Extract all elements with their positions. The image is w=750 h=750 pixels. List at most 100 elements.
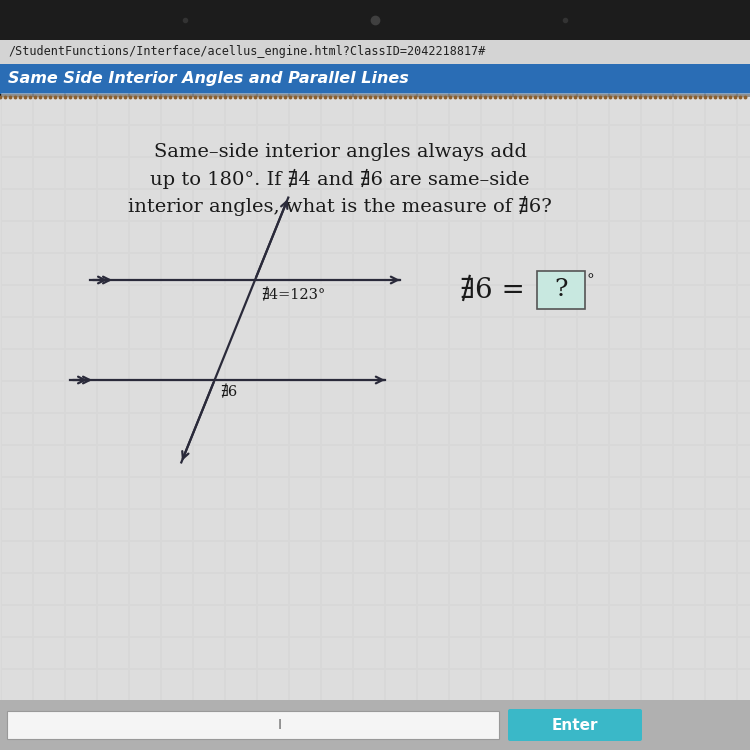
Bar [385, 316, 416, 347]
Bar [385, 445, 416, 476]
Bar [385, 380, 416, 412]
Bar [224, 124, 256, 155]
Bar [352, 253, 383, 284]
Bar [512, 157, 544, 188]
Bar [289, 220, 320, 251]
Bar [128, 380, 160, 412]
Bar [544, 220, 575, 251]
Bar [416, 445, 448, 476]
Bar [544, 157, 575, 188]
Bar [224, 188, 256, 220]
Bar [289, 476, 320, 508]
Bar [512, 445, 544, 476]
Bar [736, 637, 750, 668]
Bar [608, 188, 640, 220]
Bar [512, 284, 544, 316]
Bar [385, 668, 416, 700]
Bar [289, 253, 320, 284]
Bar [385, 220, 416, 251]
Bar [64, 476, 95, 508]
Bar [193, 124, 224, 155]
Bar [416, 413, 448, 443]
Bar [608, 476, 640, 508]
Bar [577, 253, 608, 284]
Bar [577, 188, 608, 220]
Bar [385, 92, 416, 124]
Bar [256, 157, 287, 188]
Bar [128, 157, 160, 188]
Bar [320, 316, 352, 347]
Bar [577, 541, 608, 572]
Bar [544, 541, 575, 572]
Bar [352, 445, 383, 476]
Bar [289, 92, 320, 124]
Bar [32, 380, 64, 412]
Bar [1, 668, 32, 700]
Bar [673, 157, 704, 188]
Bar [481, 380, 512, 412]
Bar [544, 380, 575, 412]
Bar [256, 316, 287, 347]
Bar [736, 220, 750, 251]
Bar [544, 188, 575, 220]
Bar [1, 124, 32, 155]
Bar [64, 157, 95, 188]
Bar [97, 604, 128, 635]
Bar [32, 445, 64, 476]
Text: /StudentFunctions/Interface/acellus_engine.html?ClassID=2042218817#: /StudentFunctions/Interface/acellus_engi… [8, 46, 485, 58]
Bar [704, 220, 736, 251]
Bar [385, 637, 416, 668]
Bar [448, 220, 479, 251]
Text: ∄6 =: ∄6 = [460, 277, 534, 304]
Bar [481, 220, 512, 251]
Bar [32, 316, 64, 347]
Bar [320, 637, 352, 668]
Bar [224, 92, 256, 124]
Bar [736, 284, 750, 316]
Bar [673, 188, 704, 220]
Bar [224, 445, 256, 476]
Bar [193, 509, 224, 539]
Bar [481, 157, 512, 188]
Bar [416, 668, 448, 700]
Bar [704, 380, 736, 412]
Bar [128, 316, 160, 347]
Bar [608, 445, 640, 476]
Bar [640, 253, 671, 284]
Bar [577, 476, 608, 508]
Bar [544, 572, 575, 604]
Bar [193, 572, 224, 604]
Bar [608, 668, 640, 700]
Bar [193, 380, 224, 412]
Bar [352, 92, 383, 124]
Bar [97, 124, 128, 155]
Bar [448, 572, 479, 604]
Bar [289, 316, 320, 347]
Bar [608, 541, 640, 572]
Bar [448, 476, 479, 508]
Bar [256, 445, 287, 476]
Bar [640, 316, 671, 347]
Bar [193, 637, 224, 668]
Bar [736, 253, 750, 284]
Bar [289, 445, 320, 476]
Bar [352, 188, 383, 220]
Bar [448, 349, 479, 380]
Bar [64, 124, 95, 155]
Bar [673, 284, 704, 316]
Bar [352, 668, 383, 700]
Bar [160, 572, 191, 604]
Bar [481, 604, 512, 635]
Bar [160, 637, 191, 668]
Bar [97, 413, 128, 443]
Bar [544, 476, 575, 508]
Bar [416, 509, 448, 539]
Bar [352, 316, 383, 347]
Bar [256, 413, 287, 443]
Bar [320, 509, 352, 539]
Bar [32, 188, 64, 220]
Text: °: ° [587, 273, 595, 287]
Bar [32, 668, 64, 700]
Bar [481, 476, 512, 508]
Bar [385, 604, 416, 635]
